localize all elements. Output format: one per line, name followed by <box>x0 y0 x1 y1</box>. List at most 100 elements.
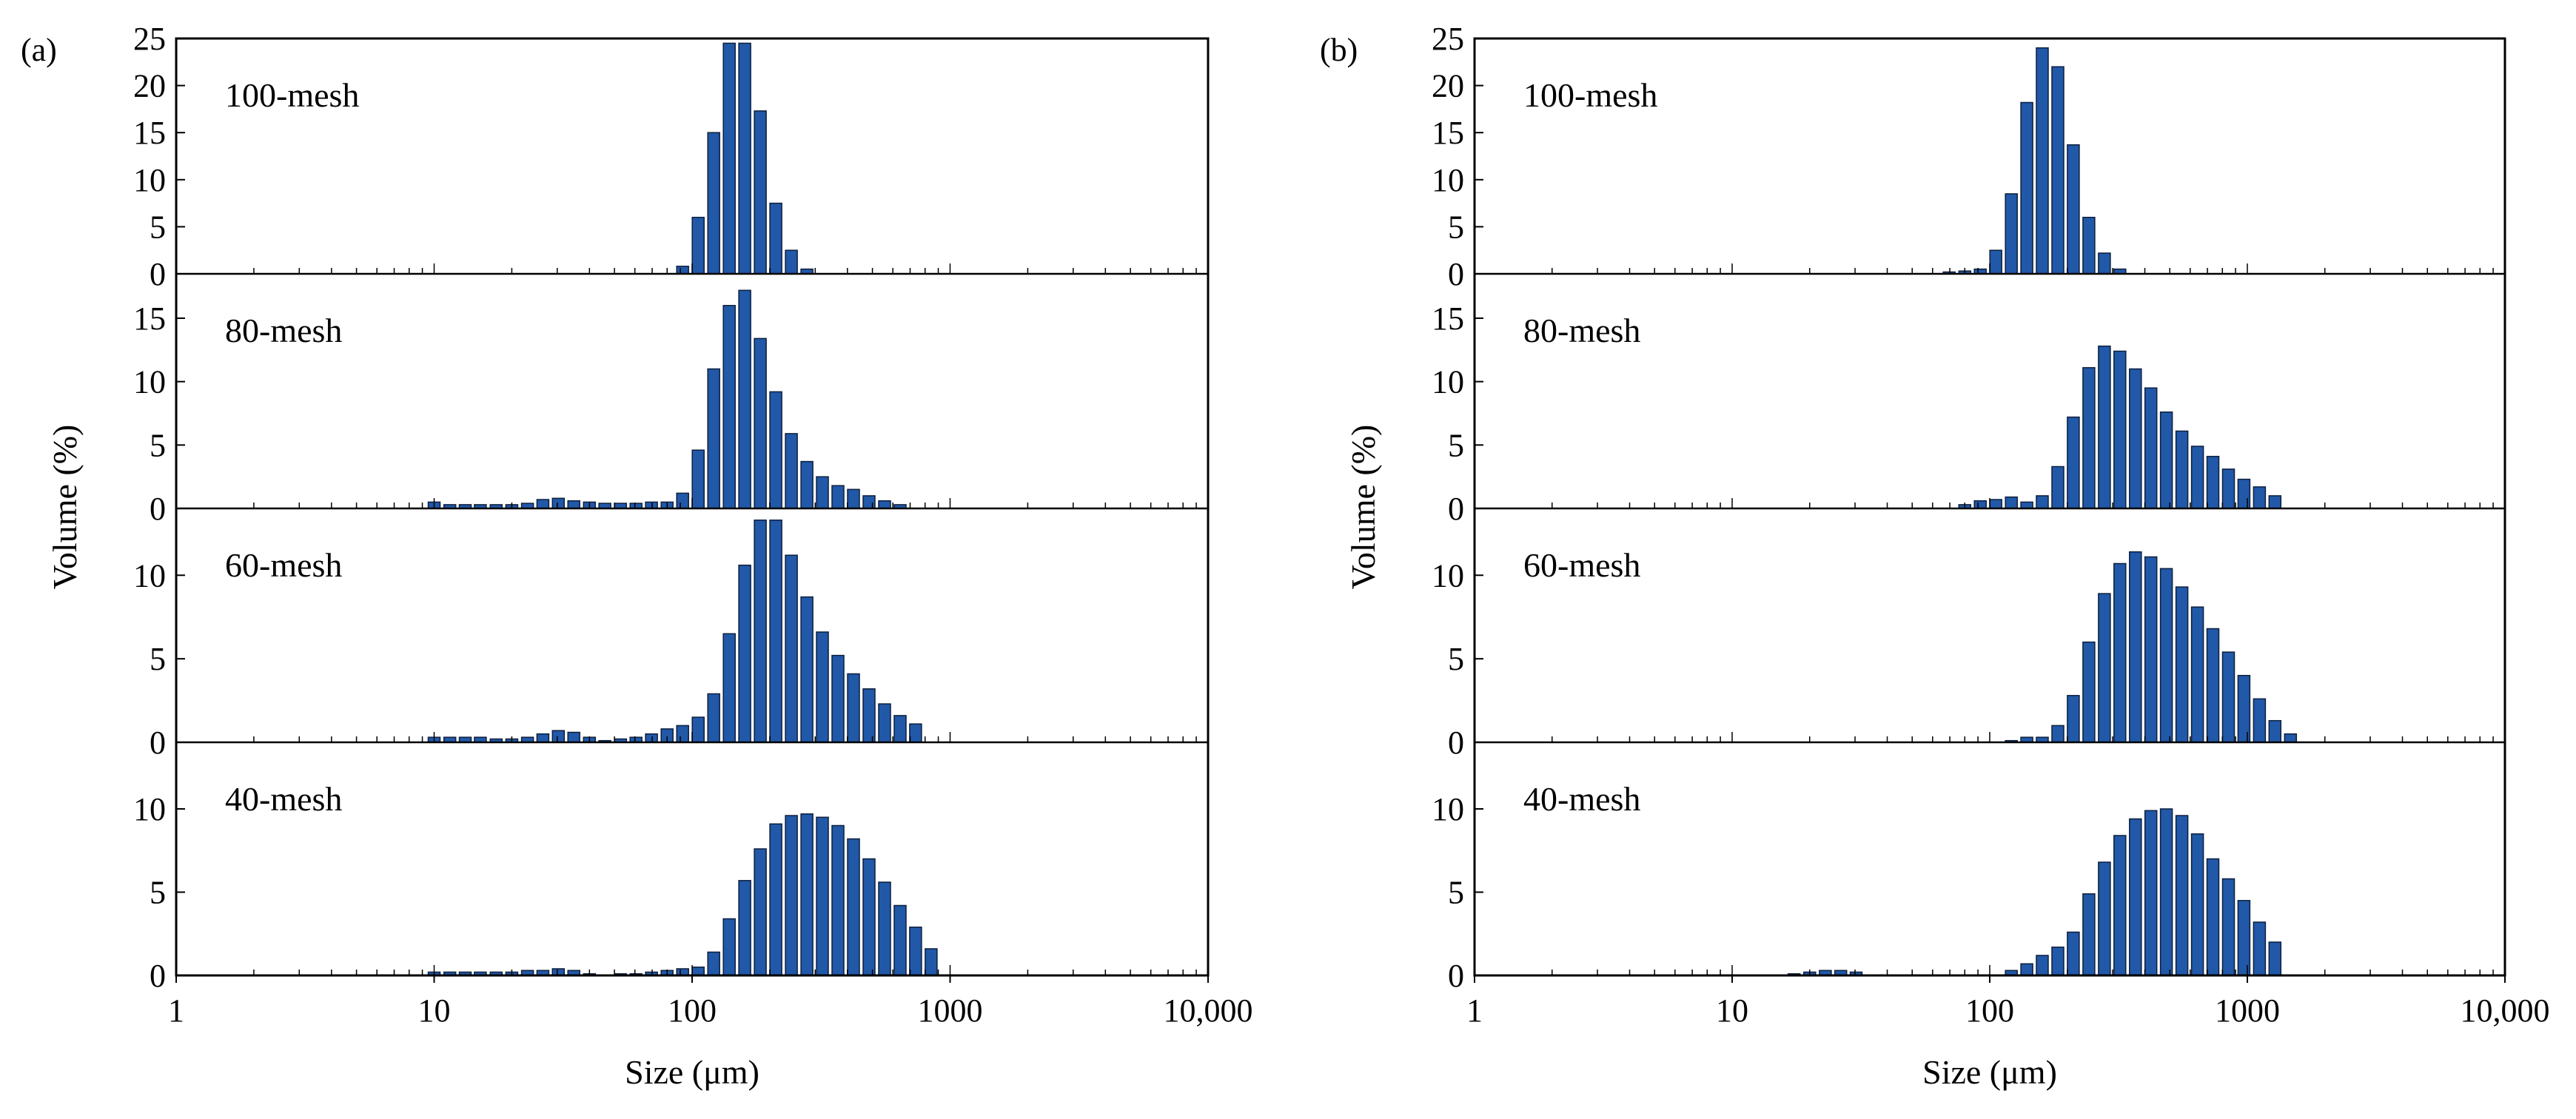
bar <box>2020 963 2033 976</box>
y-tick-label: 5 <box>150 641 166 677</box>
y-tick-label: 0 <box>150 725 166 761</box>
subplot-100-mesh: 0 5 10 15 20 25 100-mesh <box>133 21 1197 292</box>
bar <box>2144 810 2158 976</box>
bar <box>691 716 705 743</box>
x-tick-label: 1 <box>1466 992 1483 1029</box>
y-tick-label: 5 <box>1448 427 1464 463</box>
x-tick-label: 10 <box>418 992 451 1029</box>
bar-series <box>1787 808 2282 976</box>
bar <box>691 967 705 976</box>
y-tick-label: 20 <box>133 68 166 104</box>
bar <box>2067 931 2080 976</box>
bar <box>2206 455 2220 509</box>
bar <box>2253 486 2267 509</box>
y-tick-label: 20 <box>1432 68 1464 104</box>
bar <box>691 449 705 509</box>
bar <box>878 881 891 976</box>
bar <box>878 703 891 743</box>
bar <box>2237 674 2251 743</box>
bar <box>722 42 736 275</box>
bar <box>862 858 876 976</box>
bar-series <box>1958 345 2282 509</box>
subplot-60-mesh: 0 5 10 60-mesh <box>1432 507 2505 761</box>
bar <box>2175 586 2189 743</box>
x-tick-label: 10 <box>1716 992 1748 1029</box>
bar <box>2051 66 2065 275</box>
panel-label: (b) <box>1320 32 1358 68</box>
bar <box>769 823 782 976</box>
bar-series <box>2005 551 2298 743</box>
bar <box>2036 955 2049 976</box>
bar <box>2036 47 2049 275</box>
x-tick-label: 10,000 <box>2461 992 2550 1029</box>
bar <box>754 848 767 976</box>
x-tick-label: 1000 <box>918 992 983 1029</box>
bar <box>2190 606 2204 743</box>
bar <box>2005 193 2018 275</box>
bar <box>2190 833 2204 976</box>
y-tick-label: 10 <box>133 791 166 827</box>
series-label: 40-mesh <box>225 780 342 818</box>
bar <box>551 497 566 509</box>
y-tick-label: 15 <box>1432 300 1464 337</box>
bar <box>738 564 751 743</box>
bar <box>925 948 938 976</box>
bar <box>2159 808 2173 976</box>
bar <box>738 880 751 976</box>
bar <box>2082 641 2096 743</box>
bar <box>2159 568 2173 743</box>
series-label: 100-mesh <box>225 76 359 114</box>
bar <box>722 305 736 509</box>
bar <box>2175 815 2189 976</box>
y-tick-label: 10 <box>1432 557 1464 594</box>
bar <box>769 520 782 743</box>
bar <box>2190 446 2204 509</box>
bar <box>2036 495 2049 509</box>
bar <box>738 42 751 275</box>
bar <box>2129 818 2142 976</box>
bar <box>707 693 720 743</box>
bar <box>2051 725 2065 743</box>
x-tick-label: 10,000 <box>1164 992 1253 1029</box>
bar <box>676 492 689 509</box>
bar <box>1989 499 2002 509</box>
panel-label: (a) <box>21 32 57 68</box>
bar <box>800 813 814 976</box>
bar <box>722 633 736 743</box>
bar <box>2268 719 2282 743</box>
y-tick-label: 5 <box>1448 875 1464 911</box>
bar <box>2098 252 2111 275</box>
bar <box>2020 101 2033 275</box>
bar <box>816 631 829 743</box>
bar <box>862 495 876 509</box>
bar <box>831 654 845 743</box>
y-axis-title: Volume (%) <box>46 425 84 590</box>
bar <box>2082 367 2096 509</box>
bar <box>2113 350 2127 509</box>
bar <box>816 476 829 509</box>
bar <box>2082 893 2096 976</box>
bar <box>878 500 891 509</box>
bar <box>536 499 550 509</box>
bar <box>707 951 720 976</box>
bar <box>707 368 720 509</box>
subplot-80-mesh: 0 5 10 15 80-mesh <box>1432 272 2505 527</box>
bar <box>676 725 689 743</box>
x-tick-label: 1000 <box>2215 992 2280 1029</box>
y-tick-label: 0 <box>1448 256 1464 292</box>
bar <box>2268 495 2282 509</box>
bar <box>551 730 566 743</box>
bar <box>2284 733 2298 743</box>
bar <box>2113 562 2127 743</box>
bar <box>2051 947 2065 976</box>
bar <box>2082 216 2096 275</box>
bar <box>2020 501 2033 509</box>
bar <box>785 249 798 275</box>
bar <box>785 815 798 976</box>
bar <box>691 216 705 275</box>
subplot-40-mesh: 0 5 10 40-mesh <box>1432 741 2505 994</box>
y-tick-label: 5 <box>150 427 166 463</box>
bar <box>909 927 922 976</box>
